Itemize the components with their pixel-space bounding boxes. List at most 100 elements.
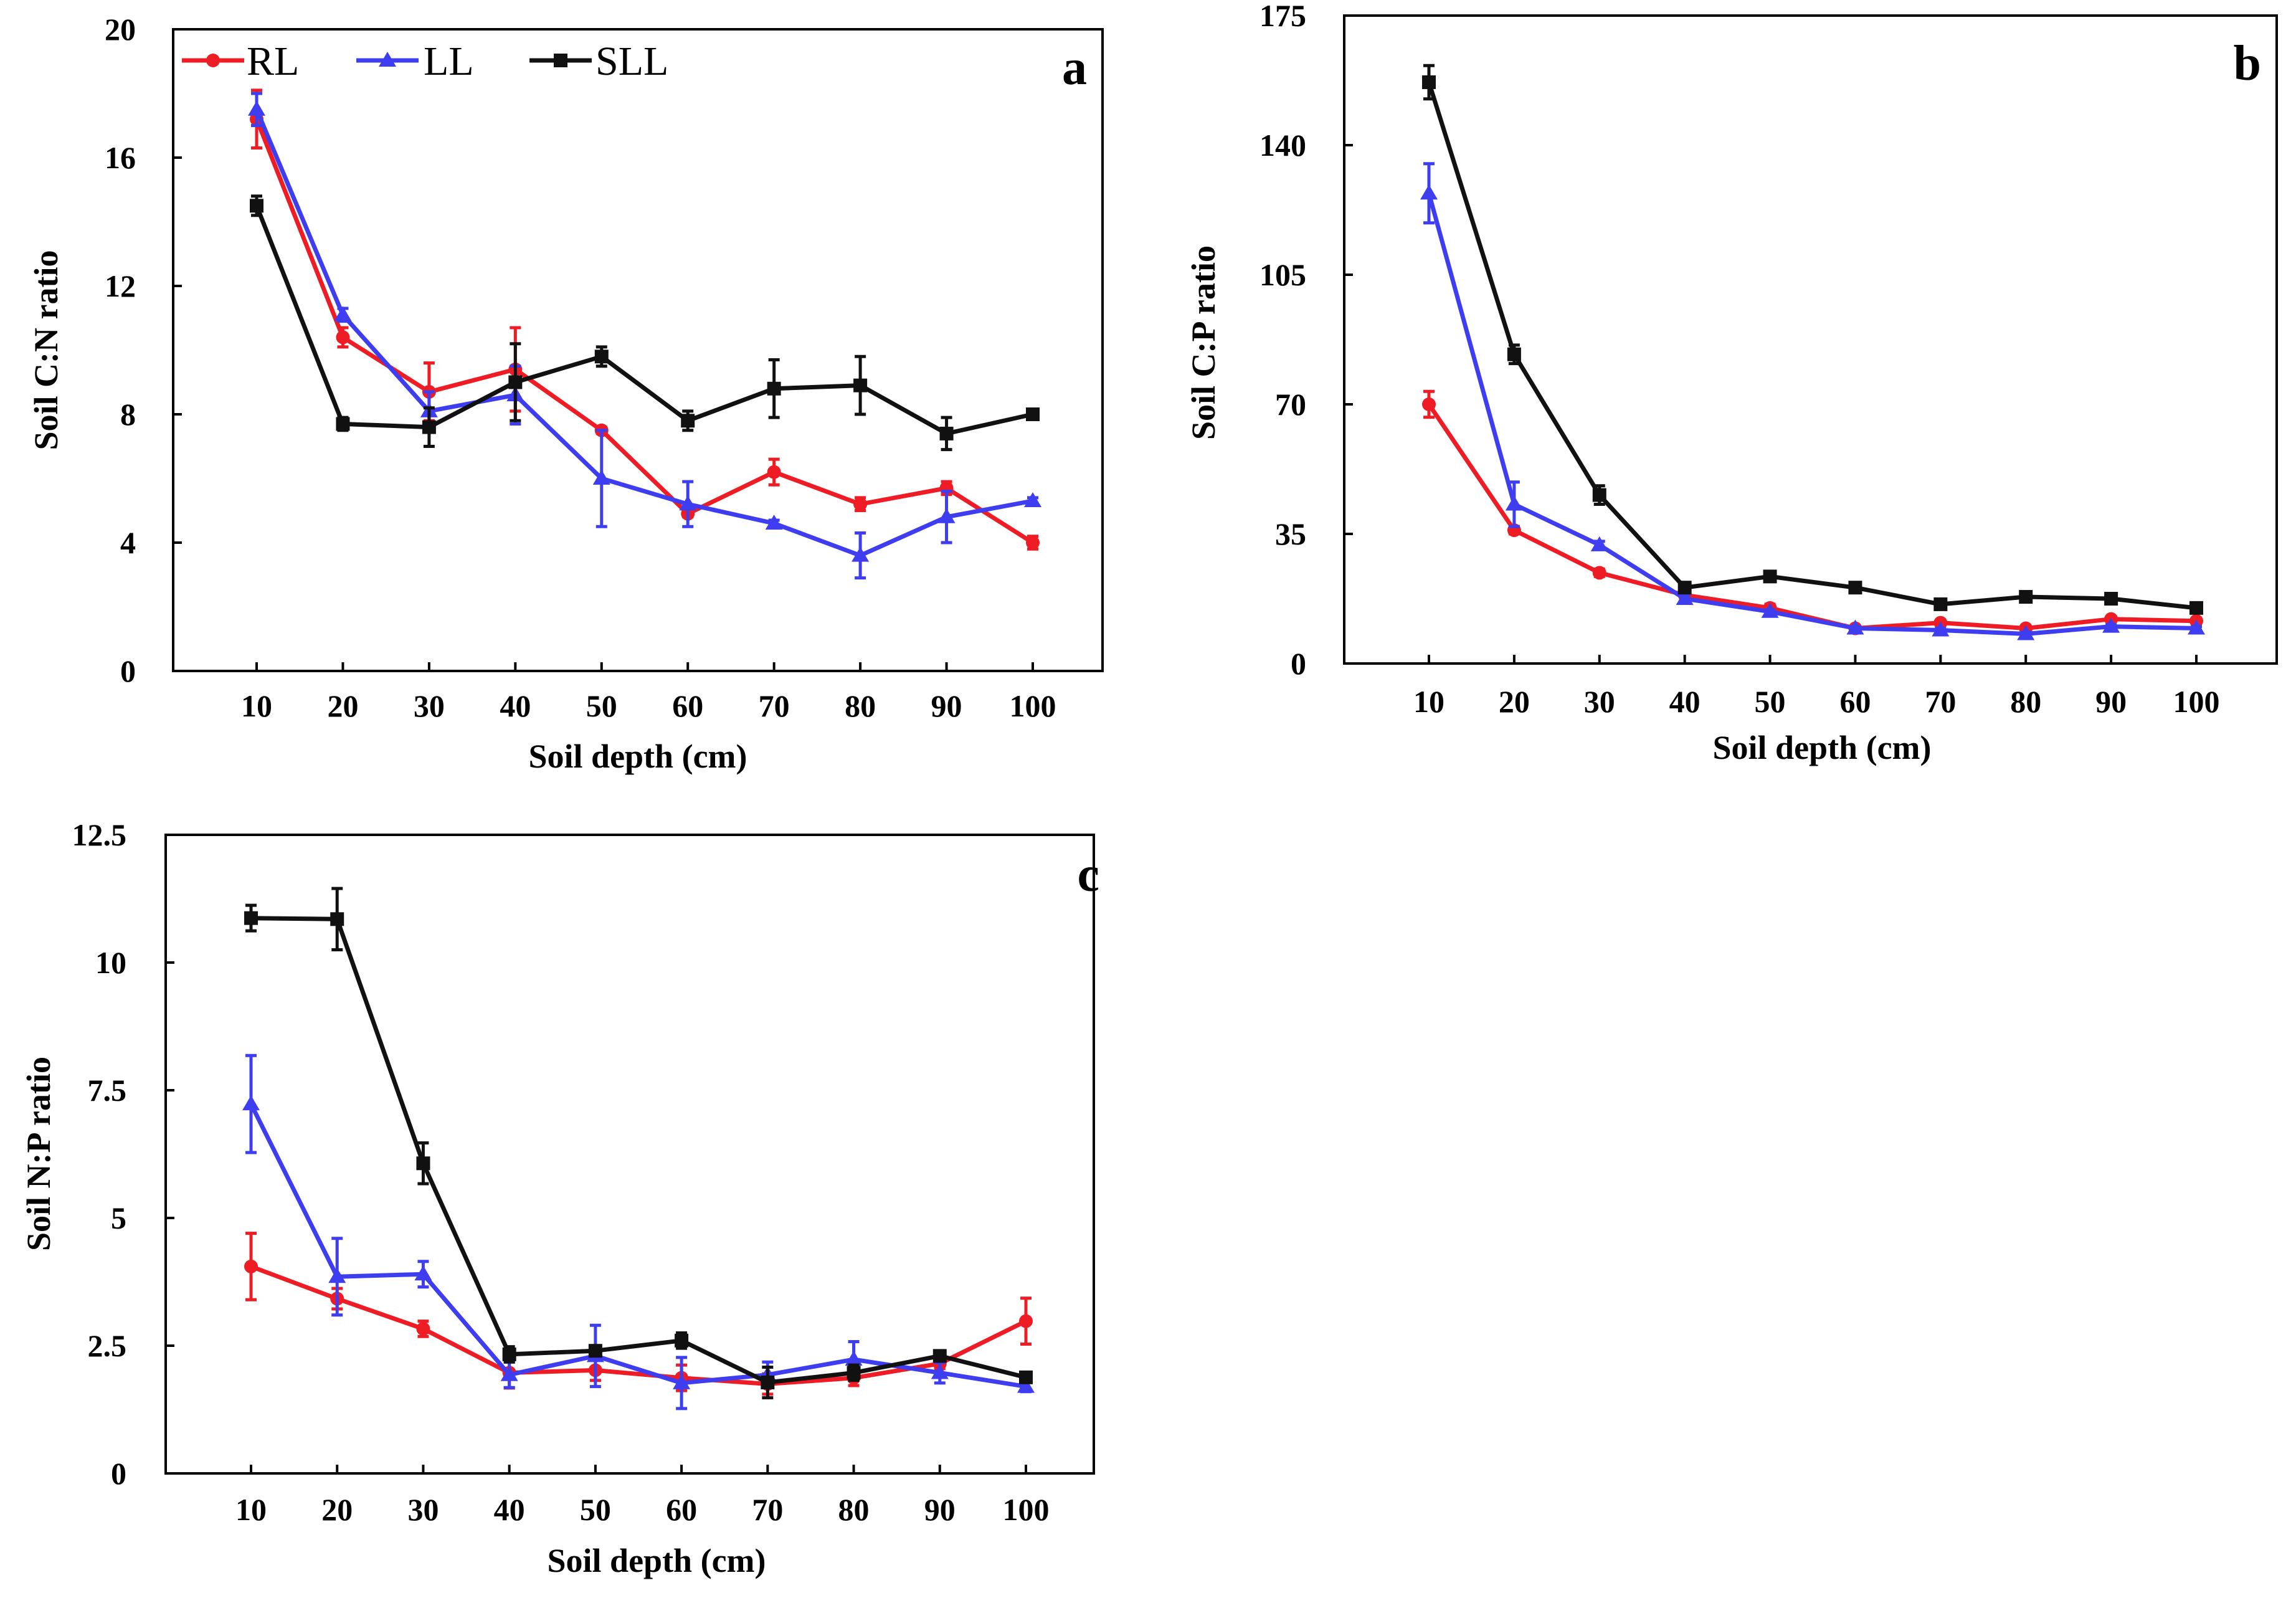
data-point-ll <box>1024 492 1041 508</box>
data-point-ll <box>500 1366 518 1381</box>
data-point-sll <box>2019 590 2033 604</box>
data-point-ll <box>1676 590 1694 605</box>
y-tick-label: 5 <box>111 1201 126 1235</box>
legend-item-rl: RL <box>182 39 299 84</box>
x-tick-label: 80 <box>845 688 876 723</box>
legend-item-sll: SLL <box>529 39 668 84</box>
data-point-ll <box>1932 621 1950 637</box>
x-tick-label: 30 <box>407 1492 439 1527</box>
series-line-sll <box>1426 81 2197 611</box>
data-point-ll <box>2102 617 2120 633</box>
legend-label-ll: LL <box>424 39 474 84</box>
data-point-sll <box>330 912 344 926</box>
y-tick-label: 7.5 <box>88 1073 127 1108</box>
data-point-rl <box>1592 566 1606 580</box>
y-tick-label: 20 <box>105 12 136 47</box>
data-point-sll <box>594 350 609 364</box>
plot-frame <box>172 28 1104 672</box>
x-ticks: 10 20 30 40 50 60 70 80 90 100 <box>1413 655 2220 719</box>
x-tick-label: 100 <box>1003 1492 1050 1527</box>
x-tick-label: 20 <box>321 1492 353 1527</box>
data-point-sll <box>853 378 868 392</box>
series-marks <box>248 88 1041 580</box>
series-marks <box>1420 64 2205 640</box>
data-point-sll <box>932 1349 947 1363</box>
y-tick-label: 12.5 <box>72 817 127 852</box>
data-point-ll <box>937 508 956 523</box>
data-point-ll <box>414 1265 432 1281</box>
data-point-rl <box>1422 397 1436 411</box>
x-tick-label: 10 <box>241 688 272 723</box>
x-axis-title: Soil depth (cm) <box>548 1542 766 1579</box>
data-point-rl <box>244 1259 258 1273</box>
data-point-ll <box>1505 495 1523 511</box>
series-line-sll <box>254 205 1033 436</box>
y-tick-label: 12 <box>105 269 136 303</box>
plot-frame <box>1343 14 2278 665</box>
y-tick-label: 2.5 <box>88 1328 127 1363</box>
series-ll <box>248 92 1041 580</box>
y-tick-label: 4 <box>120 525 136 560</box>
legend-item-ll: LL <box>356 39 474 84</box>
x-tick-label: 60 <box>672 688 703 723</box>
data-point-ll <box>592 470 610 485</box>
x-axis-title: Soil depth (cm) <box>529 738 747 775</box>
series-ll <box>1420 162 2205 640</box>
data-point-sll <box>1422 75 1436 89</box>
legend: RL LL SLL <box>182 39 668 84</box>
series-line-sll <box>250 916 1027 1385</box>
data-point-sll <box>2104 592 2118 606</box>
data-point-ll <box>765 515 783 530</box>
data-point-sll <box>1026 407 1040 421</box>
y-tick-label: 105 <box>1259 257 1306 292</box>
data-point-sll <box>1763 569 1777 584</box>
y-axis-title: Soil N:P ratio <box>20 1057 57 1251</box>
x-tick-label: 10 <box>235 1492 267 1527</box>
data-point-ll <box>931 1364 949 1379</box>
data-point-sll <box>588 1344 602 1358</box>
panel-label: b <box>2234 36 2262 91</box>
data-point-sll <box>502 1347 516 1361</box>
x-ticks: 10 20 30 40 50 60 70 80 90 100 <box>241 662 1056 723</box>
y-tick-label: 16 <box>105 140 136 175</box>
y-ticks: 0 4 8 12 16 20 <box>105 12 182 688</box>
x-tick-label: 60 <box>1839 684 1871 719</box>
legend-label-rl: RL <box>247 39 299 84</box>
data-point-sll <box>1507 347 1521 361</box>
data-point-ll <box>2188 619 2205 635</box>
x-tick-label: 60 <box>666 1492 697 1527</box>
x-tick-label: 10 <box>1413 684 1444 719</box>
panel-b: 0 35 70 105 140 175 10 20 30 40 50 60 70 80 90 100 b S… <box>1185 0 2278 766</box>
x-tick-label: 30 <box>414 688 445 723</box>
series-line-ll <box>254 108 1033 558</box>
data-point-ll <box>248 100 265 116</box>
x-ticks: 10 20 30 40 50 60 70 80 90 100 <box>235 1465 1050 1527</box>
data-point-ll <box>845 1351 863 1366</box>
data-point-sll <box>416 1156 430 1171</box>
x-tick-label: 70 <box>759 688 790 723</box>
y-tick-label: 0 <box>111 1456 126 1491</box>
data-point-ll <box>1017 1377 1035 1393</box>
series-sll <box>250 194 1040 452</box>
x-tick-label: 40 <box>494 1492 525 1527</box>
data-point-rl <box>853 497 868 511</box>
data-point-ll <box>1420 184 1438 200</box>
y-axis-title: Soil C:P ratio <box>1185 245 1222 440</box>
series-ll <box>242 1053 1035 1410</box>
y-tick-label: 8 <box>120 397 136 432</box>
data-point-sll <box>250 199 263 213</box>
data-point-ll <box>2017 625 2035 640</box>
x-tick-label: 50 <box>586 688 617 723</box>
data-point-sll <box>336 417 350 431</box>
data-point-sll <box>1019 1370 1033 1384</box>
x-tick-label: 90 <box>931 688 962 723</box>
data-point-sll <box>2189 601 2203 615</box>
y-tick-label: 140 <box>1259 128 1306 163</box>
series-marks <box>242 887 1035 1410</box>
data-point-sll <box>767 381 781 396</box>
y-tick-label: 0 <box>1291 646 1306 681</box>
legend-marker-sll <box>554 54 567 67</box>
x-tick-label: 80 <box>838 1492 870 1527</box>
data-point-ll <box>673 1374 691 1389</box>
plot-frame <box>164 834 1095 1475</box>
